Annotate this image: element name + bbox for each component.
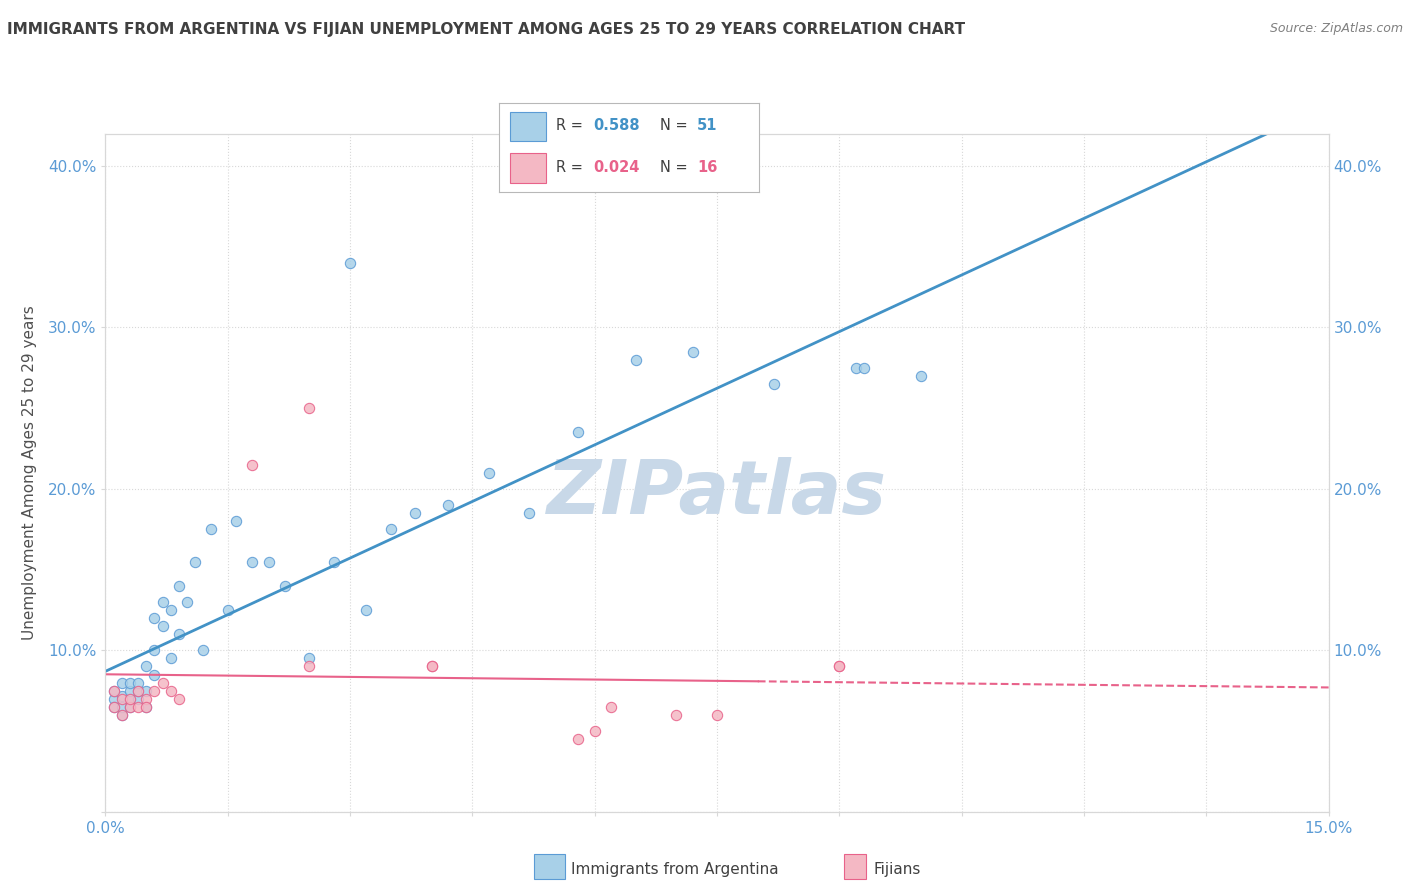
Point [193, 643, 215, 657]
Point [828, 659, 851, 673]
Point [910, 368, 932, 383]
Point [828, 659, 851, 673]
Point [706, 707, 728, 722]
Point [103, 683, 125, 698]
Point [127, 683, 149, 698]
Point [135, 683, 157, 698]
Bar [509, 153, 546, 183]
Point [127, 675, 149, 690]
Point [118, 699, 141, 714]
Text: N =: N = [661, 119, 693, 133]
Point [240, 458, 263, 472]
Y-axis label: Unemployment Among Ages 25 to 29 years: Unemployment Among Ages 25 to 29 years [22, 305, 37, 640]
Point [127, 683, 149, 698]
Point [159, 603, 181, 617]
Point [600, 699, 623, 714]
Point [167, 691, 190, 706]
Point [567, 425, 589, 440]
Text: 51: 51 [697, 119, 717, 133]
Point [200, 522, 222, 536]
Point [143, 667, 166, 681]
Point [111, 707, 134, 722]
Point [159, 683, 181, 698]
Point [143, 611, 166, 625]
Text: Fijians: Fijians [873, 863, 921, 877]
Point [404, 506, 426, 520]
Point [103, 683, 125, 698]
Point [225, 514, 247, 528]
Point [103, 699, 125, 714]
Point [478, 466, 501, 480]
Point [298, 659, 321, 673]
Point [135, 659, 157, 673]
Point [127, 691, 149, 706]
Text: Immigrants from Argentina: Immigrants from Argentina [571, 863, 779, 877]
Text: R =: R = [557, 161, 588, 175]
Point [845, 360, 868, 375]
Point [298, 651, 321, 665]
Point [322, 555, 344, 569]
Point [135, 699, 157, 714]
Point [152, 619, 174, 633]
Point [118, 699, 141, 714]
Text: R =: R = [557, 119, 588, 133]
Point [167, 627, 190, 641]
Point [143, 643, 166, 657]
Point [118, 691, 141, 706]
Point [184, 555, 207, 569]
Point [167, 579, 190, 593]
Point [420, 659, 443, 673]
Point [111, 691, 134, 706]
Point [240, 555, 263, 569]
Point [356, 603, 378, 617]
Point [519, 506, 541, 520]
Text: IMMIGRANTS FROM ARGENTINA VS FIJIAN UNEMPLOYMENT AMONG AGES 25 TO 29 YEARS CORRE: IMMIGRANTS FROM ARGENTINA VS FIJIAN UNEM… [7, 22, 965, 37]
Point [682, 344, 704, 359]
Point [257, 555, 280, 569]
Point [159, 651, 181, 665]
Point [103, 691, 125, 706]
Point [143, 683, 166, 698]
Point [152, 595, 174, 609]
Point [135, 691, 157, 706]
Point [111, 689, 134, 703]
Text: 0.588: 0.588 [593, 119, 640, 133]
Point [665, 707, 688, 722]
Text: Source: ZipAtlas.com: Source: ZipAtlas.com [1270, 22, 1403, 36]
Text: ZIPatlas: ZIPatlas [547, 457, 887, 530]
Text: N =: N = [661, 161, 693, 175]
Bar [509, 112, 546, 141]
Point [339, 256, 361, 270]
Text: 0.024: 0.024 [593, 161, 640, 175]
Point [127, 699, 149, 714]
Point [298, 401, 321, 416]
Point [118, 675, 141, 690]
Point [583, 724, 606, 739]
Point [274, 579, 297, 593]
Text: 16: 16 [697, 161, 717, 175]
Point [437, 498, 460, 512]
Point [624, 352, 647, 367]
Point [176, 595, 198, 609]
Point [217, 603, 239, 617]
Point [118, 691, 141, 706]
Point [380, 522, 402, 536]
Point [103, 699, 125, 714]
Point [111, 707, 134, 722]
Point [111, 675, 134, 690]
Point [567, 732, 589, 747]
Point [420, 659, 443, 673]
Point [135, 699, 157, 714]
Point [852, 360, 875, 375]
Point [118, 683, 141, 698]
Point [111, 699, 134, 714]
Point [152, 675, 174, 690]
Point [763, 376, 786, 391]
